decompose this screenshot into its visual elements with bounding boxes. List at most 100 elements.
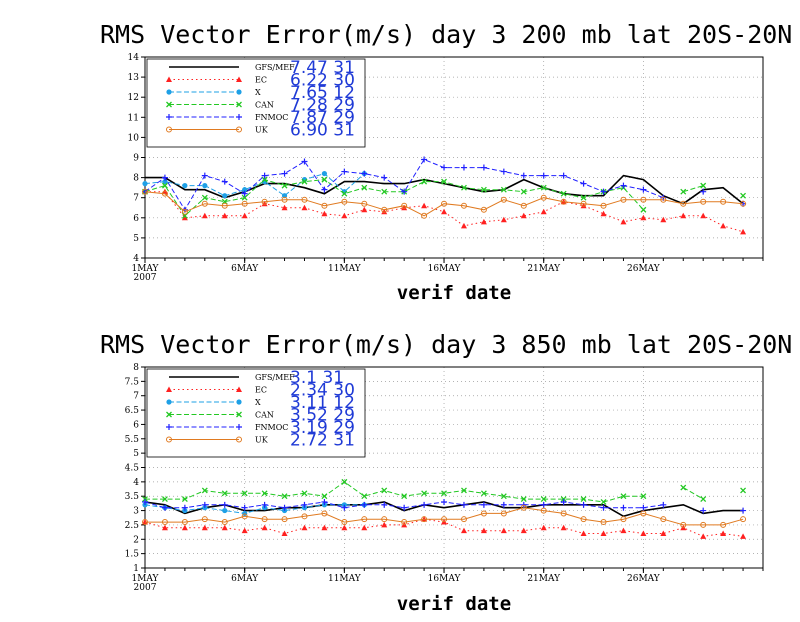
y-tick-label: 6 [133, 420, 139, 430]
series-fnmoc-marker-8 [301, 158, 308, 165]
legend-marker-5b [236, 436, 242, 443]
y-tick-label: 4.5 [125, 464, 140, 474]
y-tick-label: 8 [133, 363, 139, 373]
legend-marker-4b [236, 114, 242, 120]
series-can-marker-11 [361, 493, 368, 500]
series-ec-marker-19 [520, 527, 527, 534]
series-ec-marker-17 [480, 527, 487, 534]
series-can [142, 176, 747, 219]
legend-marker-2b [236, 89, 242, 95]
y-tick-label: 5 [133, 449, 139, 459]
series-fnmoc-marker-3 [201, 501, 208, 508]
legend-marker-1a [166, 386, 172, 392]
series-fnmoc-marker-5 [241, 190, 248, 197]
series-uk-marker-20 [540, 194, 547, 201]
series-uk-marker-2 [181, 519, 188, 526]
series-x-marker-4 [222, 193, 228, 199]
series-uk-marker-18 [500, 510, 507, 517]
series-fnmoc-marker-26 [660, 501, 667, 508]
series-uk-marker-14 [421, 516, 428, 523]
series-can-marker-30 [740, 192, 747, 199]
legend-label: EC [255, 386, 267, 395]
series-ec-marker-22 [580, 530, 587, 537]
series-can-marker-2 [181, 496, 188, 503]
x-tick-label: 26MAY [627, 264, 661, 274]
legend-marker-2a [166, 89, 172, 95]
series-fnmoc-marker-6 [261, 172, 268, 179]
series-can-marker-16 [461, 184, 467, 191]
y-tick-label: 9 [133, 154, 139, 164]
series-ec-marker-3 [201, 212, 208, 219]
series-uk-marker-21 [560, 510, 567, 517]
series-ec-marker-2 [181, 214, 188, 221]
series-uk-marker-17 [480, 510, 487, 517]
series-fnmoc-marker-20 [540, 172, 547, 179]
series-can-marker-12 [381, 188, 388, 195]
x-axis-label: verif date [397, 593, 511, 615]
series-fnmoc-marker-12 [381, 501, 388, 508]
series-ec-marker-17 [480, 218, 487, 225]
series-fnmoc-marker-13 [401, 504, 408, 511]
series-fnmoc-marker-1 [161, 174, 168, 181]
series-fnmoc [142, 498, 747, 514]
series-can-marker-14 [421, 178, 428, 185]
series-ec-marker-28 [700, 212, 707, 219]
series-can-marker-1 [161, 182, 168, 189]
legend-marker-2a [166, 399, 172, 405]
series-fnmoc-marker-16 [460, 164, 467, 171]
series-can-marker-23 [600, 498, 607, 505]
legend-stat: 7.65 12 [290, 83, 355, 103]
series-can-marker-27 [680, 188, 687, 195]
series-fnmoc-marker-4 [221, 178, 228, 185]
legend-label: GFS/MEF [255, 63, 295, 72]
series-uk-marker-9 [321, 510, 328, 517]
series-ec-marker-21 [560, 524, 567, 531]
series-uk-marker-12 [381, 206, 388, 213]
x-tick-label: 21MAY [527, 574, 561, 584]
x-tick-label: 11MAY [328, 264, 362, 274]
series-ec-marker-20 [540, 524, 547, 531]
series-uk-marker-3 [201, 516, 208, 523]
series-ec-marker-25 [640, 530, 647, 537]
series-fnmoc-marker-19 [520, 172, 527, 179]
x-axis-label: verif date [397, 282, 511, 304]
series-fnmoc-marker-25 [640, 186, 647, 193]
x-tick-label: 16MAY [428, 264, 462, 274]
series-uk-marker-7 [281, 196, 288, 203]
chart-title: RMS Vector Error(m/s) day 3 850 mb lat 2… [100, 330, 792, 359]
series-ec-marker-29 [720, 222, 727, 229]
series-uk-marker-10 [341, 198, 348, 205]
legend-stat: 3.19 29 [290, 418, 355, 438]
series-uk-line [145, 507, 744, 526]
series-x-line [144, 173, 365, 197]
series-ec-marker-5 [241, 527, 248, 534]
series-can-marker-22 [580, 496, 587, 503]
legend-label: FNMOC [255, 423, 288, 432]
series-ec-marker-25 [640, 214, 647, 221]
legend-marker-1b [236, 76, 242, 82]
x-tick-label: 21MAY [527, 264, 561, 274]
series-ec-marker-6 [261, 524, 268, 531]
series-fnmoc-marker-23 [600, 188, 607, 195]
series-fnmoc-marker-11 [361, 170, 368, 177]
series-uk-marker-27 [680, 200, 687, 207]
series-can-marker-15 [441, 490, 447, 497]
series-uk-marker-27 [680, 521, 687, 528]
legend-label: X [255, 88, 261, 97]
series-fnmoc-marker-9 [321, 498, 328, 505]
series-fnmoc-marker-18 [500, 501, 507, 508]
series-can-marker-18 [500, 186, 507, 193]
series-fnmoc-marker-9 [321, 186, 328, 193]
series-uk-marker-15 [441, 200, 448, 207]
series-fnmoc-marker-1 [161, 504, 168, 511]
y-tick-label: 7 [133, 194, 139, 204]
legend-marker-2b [236, 399, 242, 405]
series-can-marker-19 [520, 188, 527, 195]
y-tick-label: 2 [133, 535, 139, 545]
x-tick-label: 6MAY [231, 574, 259, 584]
series-can-marker-12 [381, 487, 388, 494]
series-uk [142, 504, 747, 528]
series-can-marker-3 [201, 194, 208, 201]
series-ec-marker-9 [321, 210, 328, 217]
